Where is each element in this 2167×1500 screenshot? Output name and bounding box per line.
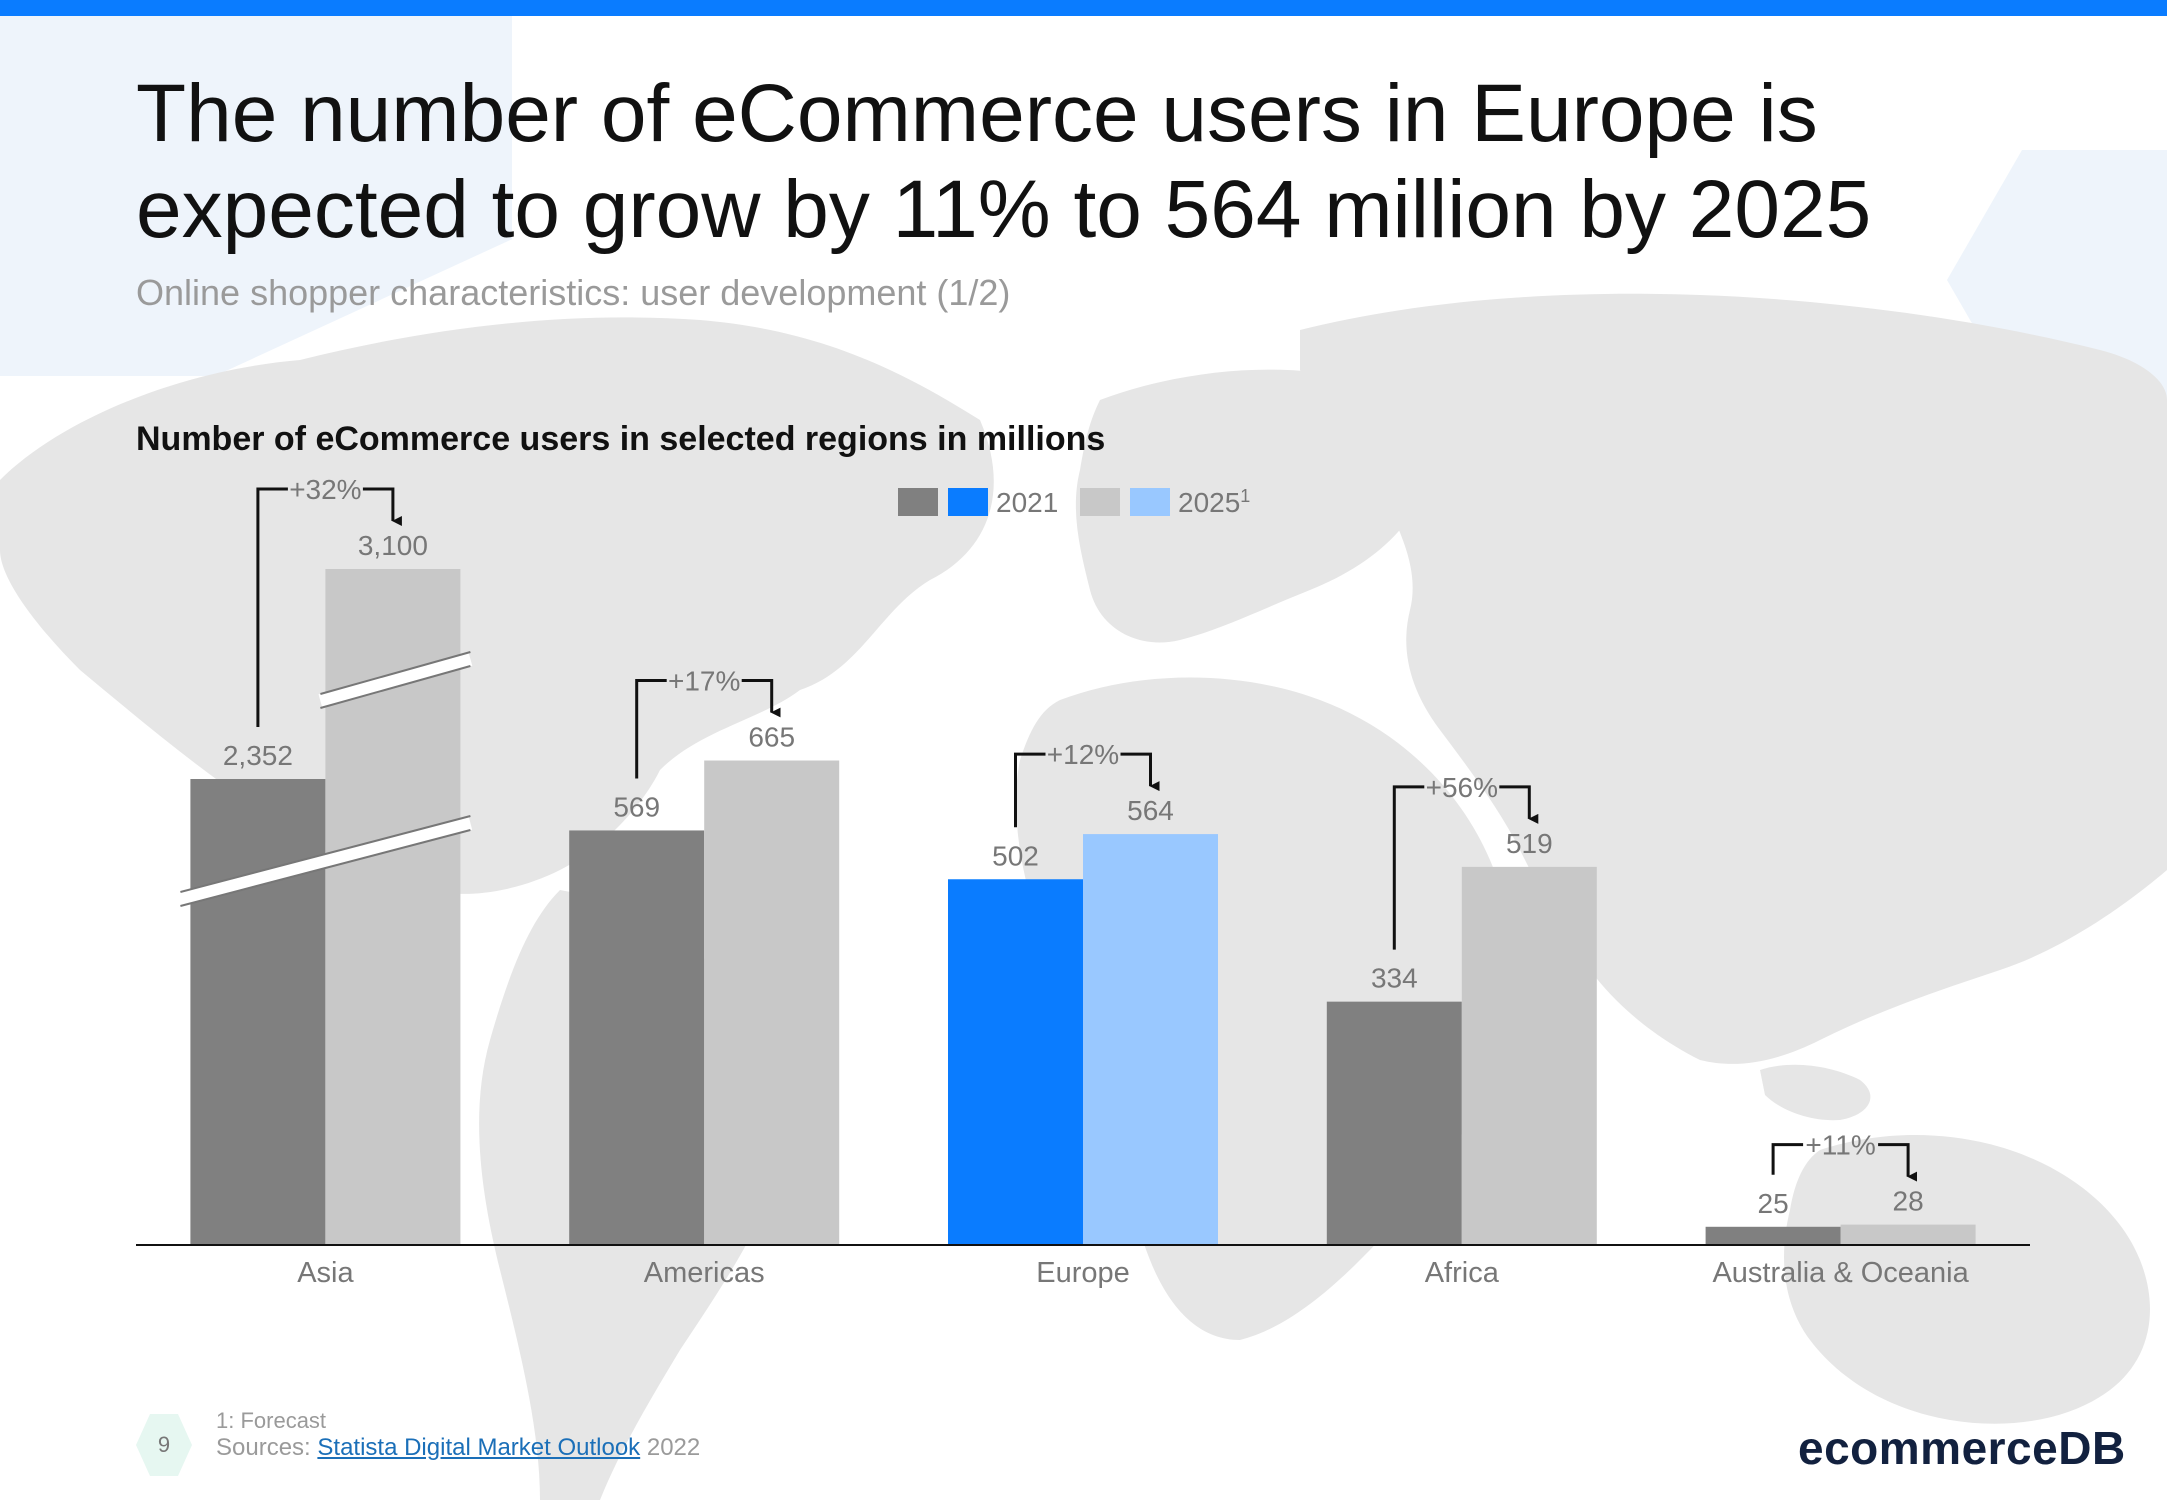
growth-label: +56%	[1426, 772, 1498, 803]
value-label-2025: 665	[748, 722, 795, 753]
category-label: Africa	[1425, 1257, 1500, 1289]
growth-label: +11%	[1805, 1130, 1875, 1161]
value-label-2025: 28	[1893, 1186, 1924, 1217]
top-accent-bar	[0, 0, 2167, 16]
sources-year: 2022	[640, 1434, 701, 1461]
page-number-badge: 9	[136, 1414, 192, 1476]
value-label-2021: 502	[992, 840, 1039, 871]
bar-2025-americas	[704, 760, 840, 1245]
bar-2025-europe	[1083, 834, 1218, 1245]
category-label: Americas	[644, 1257, 765, 1289]
growth-bracket-arrow	[1878, 1143, 1918, 1182]
axis-break-line	[180, 829, 471, 907]
bar-2021-europe	[948, 879, 1083, 1245]
legend-label-2025: 20251	[1178, 486, 1250, 518]
growth-bracket-start	[1014, 752, 1046, 828]
growth-label: +17%	[668, 666, 740, 697]
growth-bracket-arrow	[741, 679, 781, 718]
value-label-2025: 3,100	[358, 530, 428, 561]
legend-swatch-2021-grey	[898, 488, 938, 516]
growth-bracket-arrow	[1499, 785, 1539, 824]
page-title: The number of eCommerce users in Europe …	[136, 68, 1872, 255]
page-subtitle: Online shopper characteristics: user dev…	[136, 272, 1011, 313]
value-label-2021: 569	[613, 791, 660, 822]
bar-2025-africa	[1461, 866, 1597, 1245]
value-label-2021: 25	[1758, 1188, 1789, 1219]
growth-bracket-start	[256, 487, 288, 727]
chart-title: Number of eCommerce users in selected re…	[136, 420, 1106, 458]
legend-swatch-2025-blue	[1130, 488, 1170, 516]
axis-break-line	[320, 665, 471, 709]
growth-bracket-arrow	[362, 487, 402, 526]
axis-break-line	[320, 651, 471, 695]
category-label: Asia	[297, 1257, 354, 1289]
growth-bracket-arrow	[1120, 752, 1160, 792]
legend-swatch-2025-grey	[1080, 488, 1120, 516]
sources-link[interactable]: Statista Digital Market Outlook	[317, 1434, 641, 1461]
sources-prefix: Sources:	[216, 1434, 318, 1461]
growth-label: +32%	[289, 474, 361, 505]
page-number: 9	[157, 1432, 171, 1457]
value-label-2025: 564	[1127, 795, 1174, 826]
value-label-2025: 519	[1506, 828, 1553, 859]
legend-label-2021: 2021	[996, 487, 1058, 518]
value-label-2021: 334	[1371, 963, 1418, 994]
axis-break-mark	[318, 652, 473, 708]
legend-swatch-2021-blue	[948, 488, 988, 516]
growth-bracket-start	[1392, 785, 1425, 950]
growth-bracket-start	[635, 679, 667, 779]
bar-2025-australia-oceania	[1840, 1224, 1976, 1245]
growth-bracket-start	[1771, 1143, 1804, 1175]
logo-text: ecommerceDB	[1798, 1422, 2126, 1474]
value-label-2021: 2,352	[223, 740, 293, 771]
bar-2021-asia	[190, 779, 326, 1245]
category-label: Australia & Oceania	[1712, 1257, 1969, 1289]
bar-2021-australia-oceania	[1705, 1226, 1841, 1245]
bar-2021-africa	[1326, 1001, 1462, 1245]
growth-label: +12%	[1047, 739, 1119, 770]
ecommercedb-logo[interactable]: ecommerceDB	[1784, 1412, 2126, 1484]
axis-break-line	[180, 815, 471, 893]
footnote: 1: Forecast	[216, 1408, 327, 1433]
category-label: Europe	[1036, 1257, 1130, 1289]
bar-2021-americas	[569, 830, 705, 1245]
axis-break-mark	[178, 816, 473, 906]
sources: Sources: Statista Digital Market Outlook…	[216, 1434, 700, 1462]
